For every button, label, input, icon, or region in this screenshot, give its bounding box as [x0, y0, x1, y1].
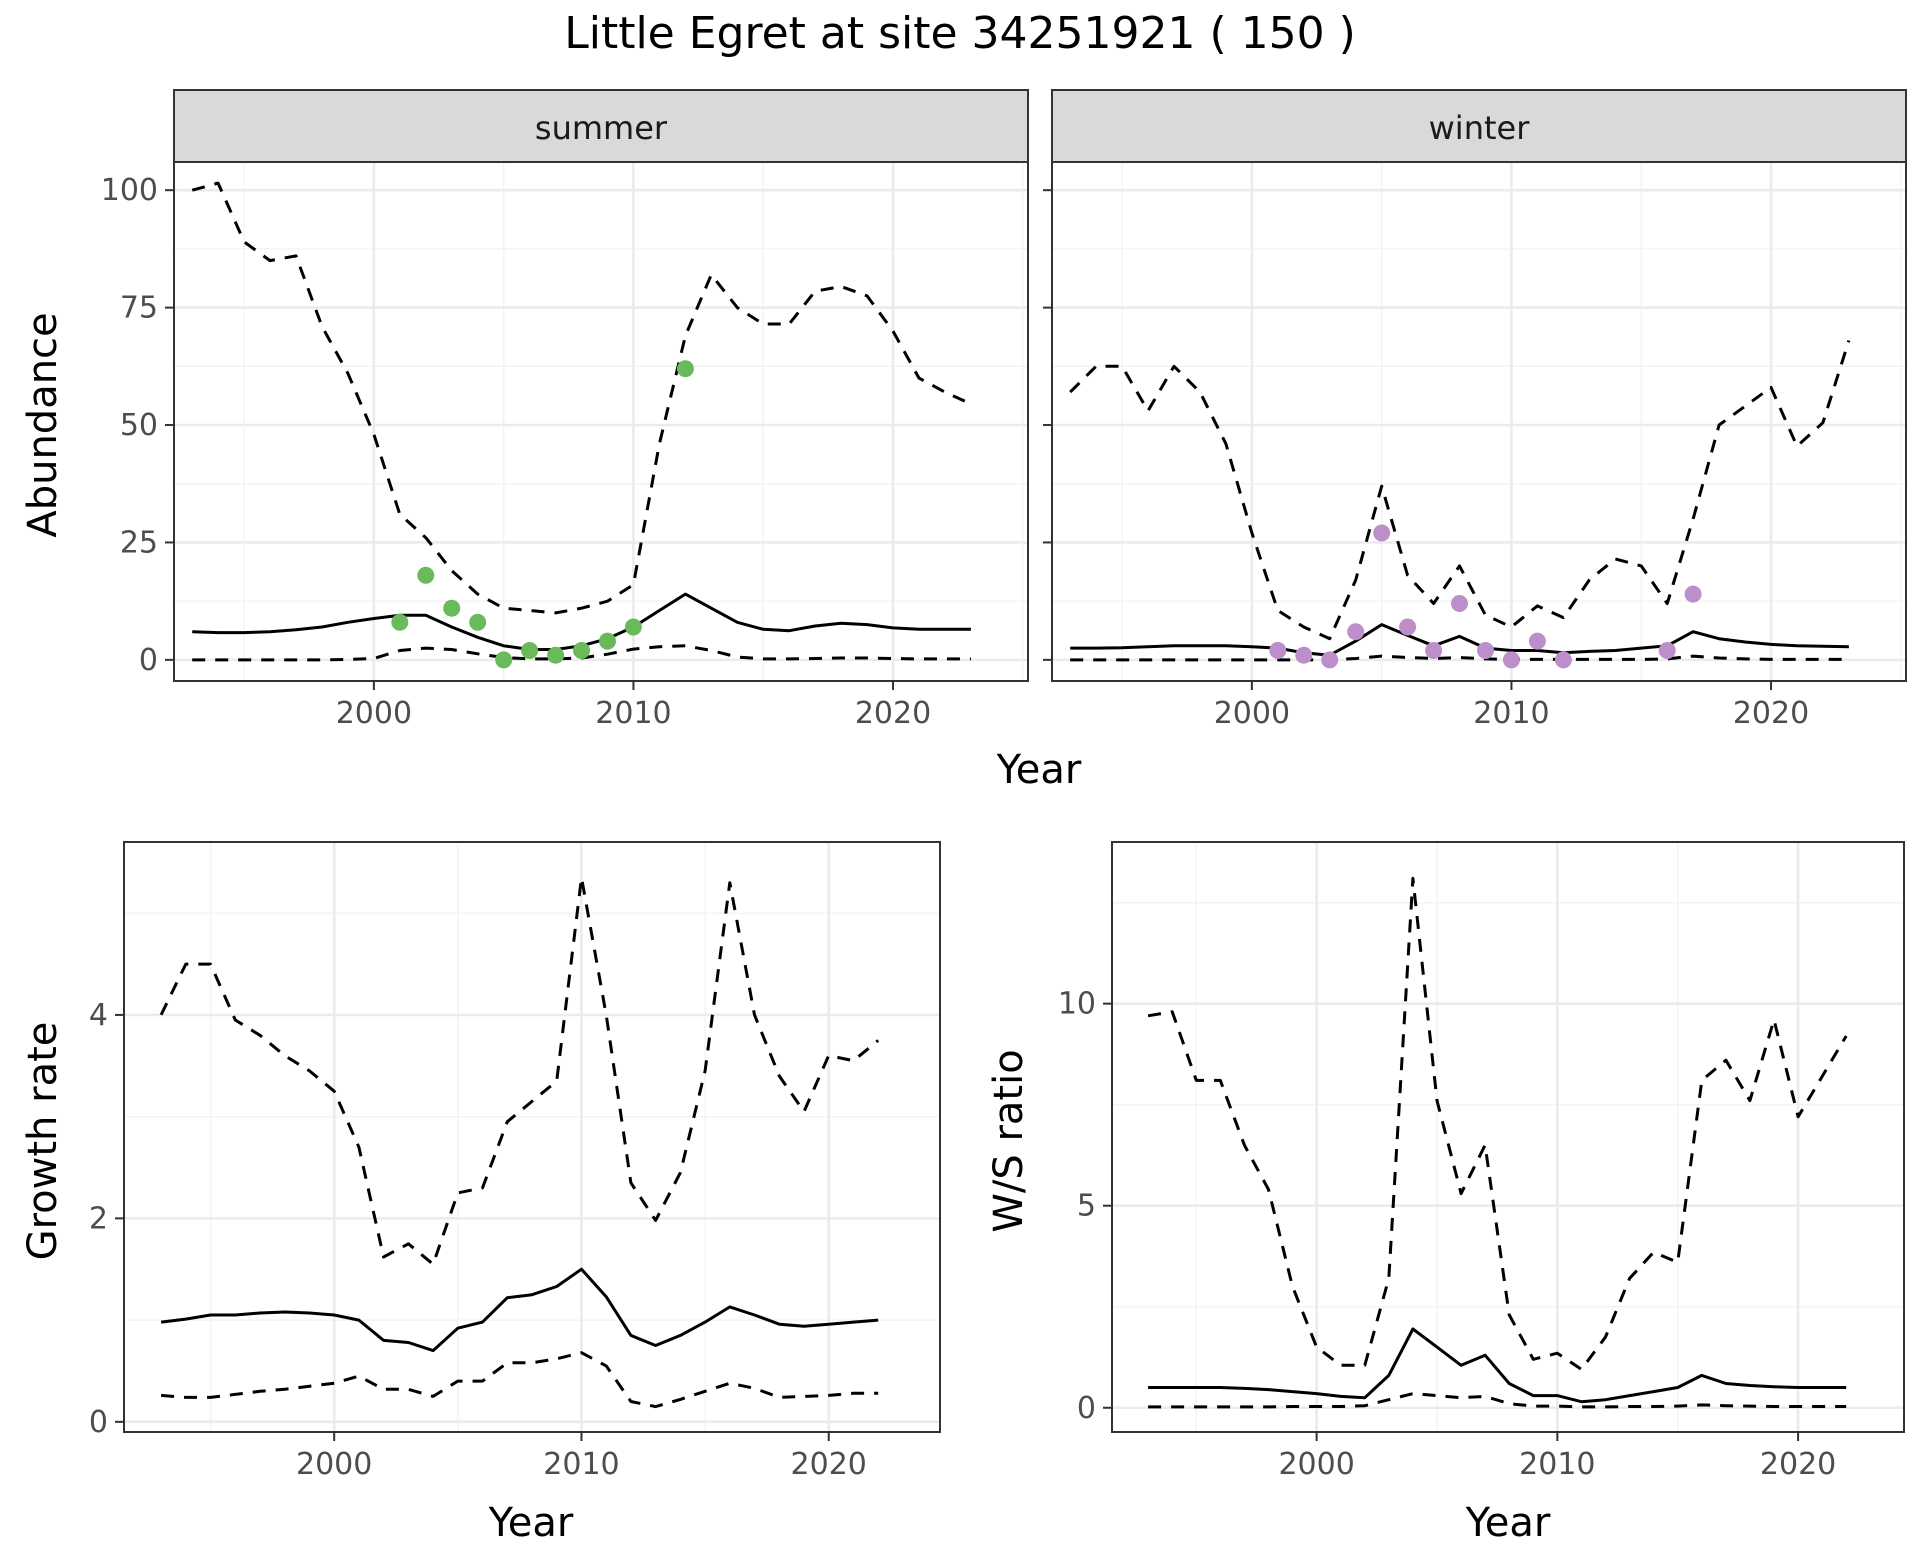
summer-observed-point: [547, 646, 565, 664]
growth-y-axis-title: Growth rate: [20, 1022, 66, 1261]
winter-x-tick-label: 2020: [1733, 696, 1809, 731]
winter-observed-point: [1321, 651, 1339, 669]
winter-observed-point: [1347, 623, 1365, 641]
growth-x-tick-label: 2000: [296, 1447, 372, 1482]
winter-observed-point: [1295, 646, 1313, 664]
summer-observed-point: [391, 613, 409, 631]
growth-x-tick-label: 2010: [543, 1447, 619, 1482]
growth-series-2-dashed-line: [160, 1351, 879, 1409]
growth-x-axis-title: Year: [488, 1500, 574, 1546]
summer-x-tick-label: 2010: [595, 696, 671, 731]
winter-observed-point: [1658, 642, 1676, 659]
summer-y-tick-label: 100: [101, 173, 158, 208]
summer-observed-point: [495, 651, 513, 669]
winter-observed-point: [1528, 632, 1546, 650]
summer-observed-point: [521, 642, 539, 659]
ws-y-axis-title: W/S ratio: [986, 1049, 1032, 1232]
winter-observed-point: [1269, 642, 1287, 659]
strip-label-winter: winter: [1429, 109, 1531, 147]
top-x-axis-title: Year: [996, 747, 1082, 793]
winter-observed-point: [1425, 642, 1443, 659]
ws-y-tick-label: 10: [1058, 987, 1096, 1022]
winter-observed-point: [1554, 651, 1572, 669]
ws-series-0-solid-line: [1148, 1327, 1847, 1404]
winter-panel-border: [1051, 161, 1907, 682]
summer-y-tick-label: 50: [120, 408, 158, 443]
winter-observed-point: [1399, 618, 1417, 636]
summer-observed-point: [599, 632, 616, 650]
ws-series-1-dashed-line: [1147, 876, 1848, 1371]
growth-x-tick-label: 2020: [791, 1447, 867, 1482]
winter-series-2-dashed-line: [1070, 654, 1849, 662]
panel-winter-abundance: 2000 2010 2020: [1043, 161, 1907, 731]
panel-growth-rate: 2000 2010 2020 0 2 4: [89, 841, 941, 1482]
strip-label-summer: summer: [535, 109, 668, 147]
summer-y-axis-title: Abundance: [20, 312, 66, 537]
summer-observed-point: [676, 360, 694, 378]
winter-x-tick-label: 2000: [1214, 696, 1290, 731]
strip-summer: [173, 89, 1029, 163]
ws-y-tick-label: 5: [1077, 1189, 1096, 1224]
summer-y-tick-label: 0: [139, 643, 158, 678]
ws-y-tick-label: 0: [1077, 1391, 1096, 1426]
winter-observed-point: [1684, 585, 1702, 603]
winter-x-tick-label: 2010: [1473, 696, 1549, 731]
summer-observed-point: [573, 642, 590, 659]
summer-panel-border: [173, 161, 1029, 682]
ws-x-tick-label: 2020: [1760, 1447, 1836, 1482]
panel-ws-ratio: 2000 2010 2020 0 5 10: [1058, 841, 1905, 1482]
summer-y-tick-label: 25: [120, 525, 158, 560]
growth-series-0-solid-line: [160, 1267, 879, 1353]
growth-panel-border: [123, 841, 941, 1433]
panel-summer-abundance: 2000 2010 2020 0 25 50 75 100: [101, 161, 1029, 731]
ws-x-tick-label: 2010: [1519, 1447, 1595, 1482]
summer-y-tick-label: 75: [120, 291, 158, 326]
winter-observed-point: [1477, 642, 1494, 659]
growth-y-tick-label: 0: [89, 1405, 108, 1440]
summer-observed-point: [443, 599, 461, 617]
summer-series-1-dashed-line: [191, 181, 972, 615]
figure-title: Little Egret at site 34251921 ( 150 ): [564, 8, 1356, 59]
strip-winter: [1051, 89, 1907, 163]
winter-observed-point: [1502, 651, 1520, 669]
winter-series-0-solid-line: [1070, 623, 1849, 657]
summer-observed-point: [624, 618, 642, 636]
growth-y-tick-label: 4: [89, 998, 108, 1033]
winter-observed-point: [1373, 524, 1391, 542]
winter-series-1-dashed-line: [1069, 340, 1851, 641]
ws-series-2-dashed-line: [1148, 1392, 1847, 1409]
summer-observed-point: [469, 613, 487, 631]
summer-x-tick-label: 2000: [336, 696, 412, 731]
ws-panel-border: [1111, 841, 1905, 1433]
ws-x-tick-label: 2000: [1278, 1447, 1354, 1482]
growth-y-tick-label: 2: [89, 1201, 108, 1236]
winter-observed-point: [1451, 595, 1468, 612]
summer-observed-point: [417, 566, 435, 584]
ws-x-axis-title: Year: [1465, 1500, 1551, 1546]
summer-x-tick-label: 2020: [855, 696, 931, 731]
